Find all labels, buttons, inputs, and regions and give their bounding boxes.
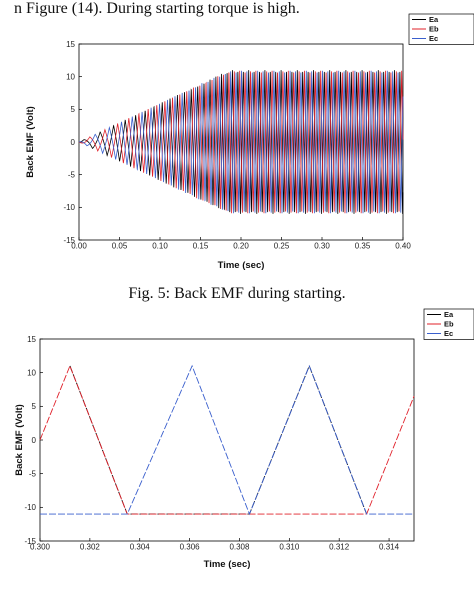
y-tick-label: -5 <box>29 469 37 478</box>
y-tick-label: -10 <box>63 203 75 212</box>
y-tick-label: 5 <box>32 402 37 411</box>
x-tick-label: 0.25 <box>274 242 290 251</box>
y-tick-label: 10 <box>27 368 36 377</box>
y-tick-label: 0 <box>71 138 76 147</box>
legend-label-ec: Ec <box>429 34 438 43</box>
y-tick-label: -10 <box>24 503 36 512</box>
x-tick-label: 0.304 <box>130 543 151 552</box>
x-axis-title: Time (sec) <box>204 559 251 570</box>
figure-caption: Fig. 5: Back EMF during starting. <box>128 285 346 302</box>
y-axis-title: Back EMF (Volt) <box>14 404 25 476</box>
series-line-ec <box>78 70 404 214</box>
x-tick-label: 0.35 <box>355 242 371 251</box>
legend-label-ea: Ea <box>444 310 454 319</box>
y-tick-label: 15 <box>66 40 75 49</box>
y-tick-label: -15 <box>63 236 75 245</box>
chart-back-emf-steady: 0.300 0.302 0.304 0.306 0.308 0.310 0.312 0.314… <box>14 308 474 570</box>
y-tick-label: -5 <box>68 170 76 179</box>
y-tick-label: 15 <box>27 335 36 344</box>
y-tick-label: -15 <box>24 537 36 546</box>
series-line-ec <box>40 364 414 516</box>
legend-label-ea: Ea <box>429 15 439 24</box>
x-tick-label: 0.310 <box>279 543 300 552</box>
y-tick-label: 10 <box>66 72 75 81</box>
y-axis-title: Back EMF (Volt) <box>25 106 36 178</box>
x-tick-label: 0.10 <box>152 242 168 251</box>
x-tick-label: 0.306 <box>180 543 201 552</box>
legend-label-ec: Ec <box>444 329 453 338</box>
plot-frame <box>39 338 415 542</box>
series-line-ea <box>69 364 368 515</box>
series-line-eb <box>78 70 404 214</box>
y-tick-label: 5 <box>71 105 76 114</box>
x-tick-label: 0.30 <box>314 242 330 251</box>
body-text-top: n Figure (14). During starting torque is… <box>14 0 300 17</box>
x-tick-label: 0.308 <box>229 543 250 552</box>
legend-label-eb: Eb <box>429 25 439 34</box>
legend-label-eb: Eb <box>444 320 454 329</box>
x-tick-label: 0.05 <box>112 242 128 251</box>
x-axis-title: Time (sec) <box>218 260 265 271</box>
series-line-ea <box>79 70 404 214</box>
x-tick-label: 0.00 <box>71 242 87 251</box>
x-tick-label: 0.314 <box>379 543 400 552</box>
x-tick-label: 0.40 <box>395 242 411 251</box>
x-tick-label: 0.15 <box>193 242 209 251</box>
x-tick-label: 0.20 <box>233 242 249 251</box>
chart-back-emf-starting: 0.00 0.05 0.10 0.15 0.20 0.25 0.30 0.35 0.40 -15 -… <box>25 13 474 271</box>
x-tick-label: 0.312 <box>329 543 350 552</box>
x-tick-label: 0.302 <box>80 543 101 552</box>
y-tick-label: 0 <box>32 436 37 445</box>
x-tick-label: 0.300 <box>30 543 51 552</box>
